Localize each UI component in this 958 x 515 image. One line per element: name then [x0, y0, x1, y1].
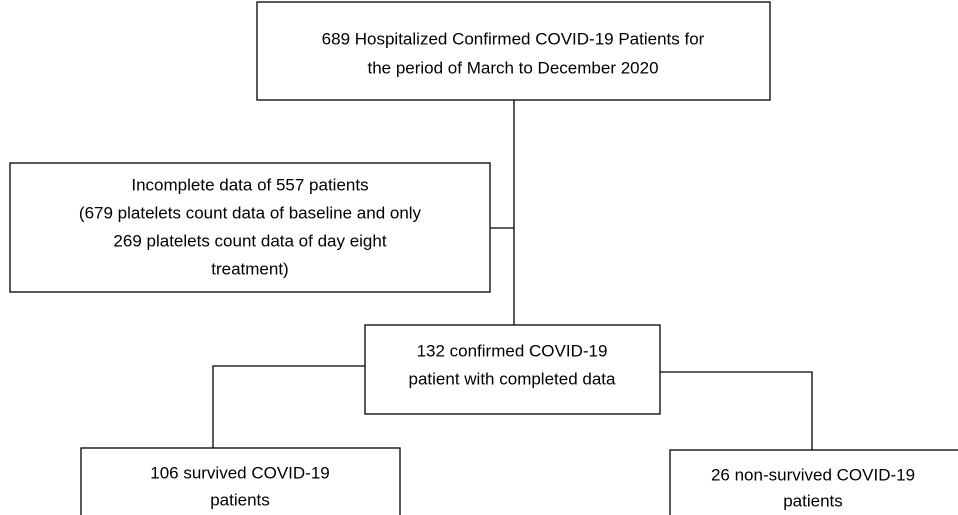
- node-text: the period of March to December 2020: [367, 58, 658, 77]
- node-box: [80, 447, 401, 515]
- node-box: [364, 324, 661, 415]
- node-text: 269 platelets count data of day eight: [113, 231, 386, 250]
- node-text: patients: [210, 490, 270, 509]
- connector: [660, 371, 813, 450]
- node-text: 132 confirmed COVID-19: [417, 341, 608, 360]
- node-text: treatment): [211, 259, 288, 278]
- node-text: (679 platelets count data of baseline an…: [79, 203, 422, 222]
- node-text: 26 non-survived COVID-19: [711, 465, 915, 484]
- node-text: 106 survived COVID-19: [150, 463, 330, 482]
- node-text: Incomplete data of 557 patients: [131, 175, 368, 194]
- node-box: [9, 162, 491, 293]
- node-text: patients: [783, 491, 843, 510]
- connector: [212, 365, 365, 448]
- node-box: [256, 1, 771, 101]
- node-box: [669, 449, 958, 515]
- node-text: patient with completed data: [409, 369, 617, 388]
- node-text: 689 Hospitalized Confirmed COVID-19 Pati…: [322, 29, 705, 48]
